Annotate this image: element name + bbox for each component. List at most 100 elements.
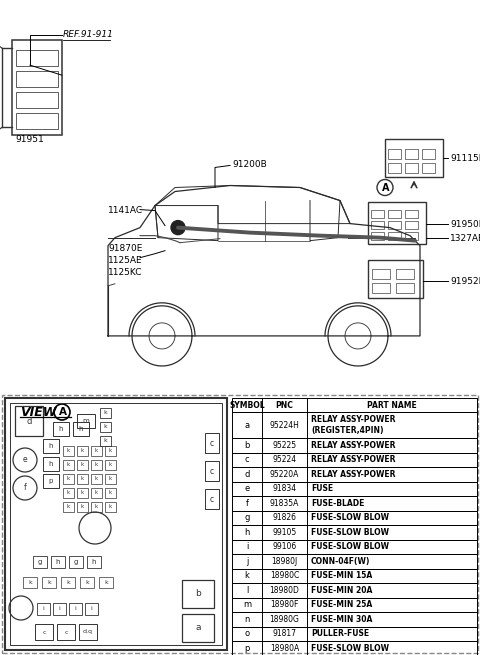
Text: k: k [108, 462, 112, 468]
Text: c: c [210, 495, 214, 504]
Text: p: p [49, 478, 53, 484]
Bar [388, 232, 401, 240]
Bar [105, 488, 116, 498]
Bar [105, 502, 116, 512]
Text: a: a [195, 624, 201, 633]
Bar [79, 624, 97, 640]
Text: m: m [243, 600, 251, 609]
Bar [232, 496, 477, 510]
Bar [91, 488, 102, 498]
Text: i: i [42, 607, 44, 612]
Text: e: e [244, 484, 250, 493]
Text: FUSE-SLOW BLOW: FUSE-SLOW BLOW [311, 644, 389, 653]
Bar [63, 460, 74, 470]
Text: 91950D: 91950D [450, 219, 480, 229]
Text: k: k [28, 580, 32, 585]
Text: 91200B: 91200B [232, 160, 267, 170]
Text: c: c [42, 629, 46, 635]
Bar [99, 577, 113, 588]
Bar [232, 597, 477, 612]
Bar [422, 164, 435, 174]
Text: 1125KC: 1125KC [108, 268, 143, 277]
Bar [77, 502, 88, 512]
Bar [232, 510, 477, 525]
Bar [12, 40, 62, 136]
Text: k: k [103, 424, 107, 430]
Bar [422, 149, 435, 159]
Bar [385, 140, 443, 178]
Bar [371, 221, 384, 229]
Text: i: i [74, 607, 76, 612]
Text: m: m [83, 418, 89, 424]
Text: 18980J: 18980J [271, 557, 298, 566]
Text: FUSE-MIN 20A: FUSE-MIN 20A [311, 586, 372, 595]
Text: 95224: 95224 [273, 455, 297, 464]
Bar [405, 210, 418, 217]
Bar [43, 439, 59, 453]
Bar [368, 202, 426, 244]
Text: h: h [59, 426, 63, 432]
Text: h: h [79, 426, 83, 432]
Bar [182, 614, 214, 642]
Bar [63, 474, 74, 484]
Text: h: h [92, 559, 96, 565]
Bar [205, 489, 219, 509]
Text: 91115E: 91115E [450, 155, 480, 164]
Bar [232, 398, 477, 412]
Bar [91, 502, 102, 512]
Text: k: k [95, 476, 97, 481]
Text: d,q: d,q [83, 629, 93, 635]
Text: FUSE-MIN 25A: FUSE-MIN 25A [311, 600, 372, 609]
Bar [232, 453, 477, 467]
Bar [388, 149, 401, 159]
Text: k: k [80, 462, 84, 468]
Text: k: k [47, 580, 51, 585]
Text: h: h [49, 443, 53, 449]
Text: k: k [95, 449, 97, 453]
Circle shape [171, 221, 185, 234]
Bar [232, 438, 477, 453]
Text: PNC: PNC [276, 400, 293, 409]
Bar [388, 164, 401, 174]
Bar [16, 71, 58, 87]
Text: REF.91-911: REF.91-911 [63, 30, 114, 39]
Text: k: k [80, 449, 84, 453]
Bar [100, 436, 111, 446]
Bar [51, 556, 65, 568]
Text: c: c [210, 438, 214, 447]
Text: c: c [210, 466, 214, 476]
Bar [368, 259, 423, 298]
Text: 18980F: 18980F [270, 600, 299, 609]
Text: k: k [66, 504, 70, 510]
Text: l: l [246, 586, 248, 595]
Text: b: b [244, 441, 250, 450]
Bar [232, 612, 477, 626]
Text: (REGISTER,4PIN): (REGISTER,4PIN) [311, 426, 384, 435]
Text: 91817: 91817 [273, 629, 297, 638]
Bar [23, 577, 37, 588]
Text: RELAY ASSY-POWER: RELAY ASSY-POWER [311, 441, 396, 450]
Bar [405, 221, 418, 229]
Bar [5, 398, 227, 650]
Text: SYMBOL: SYMBOL [229, 400, 265, 409]
Text: d: d [26, 417, 32, 426]
Bar [87, 556, 101, 568]
Text: A: A [59, 407, 67, 417]
Bar [388, 221, 401, 229]
Bar [10, 403, 222, 645]
Text: k: k [103, 438, 107, 443]
Text: PART NAME: PART NAME [367, 400, 417, 409]
Text: FUSE-MIN 30A: FUSE-MIN 30A [311, 615, 372, 624]
Text: RELAY ASSY-POWER: RELAY ASSY-POWER [311, 415, 396, 424]
Text: k: k [95, 491, 97, 495]
Bar [73, 422, 89, 436]
Text: PULLER-FUSE: PULLER-FUSE [311, 629, 369, 638]
Text: k: k [108, 476, 112, 481]
Bar [100, 408, 111, 418]
Text: k: k [108, 491, 112, 495]
Text: 18980A: 18980A [270, 644, 299, 653]
Text: e: e [23, 455, 27, 464]
Bar [91, 460, 102, 470]
Text: k: k [104, 580, 108, 585]
Text: RELAY ASSY-POWER: RELAY ASSY-POWER [311, 455, 396, 464]
